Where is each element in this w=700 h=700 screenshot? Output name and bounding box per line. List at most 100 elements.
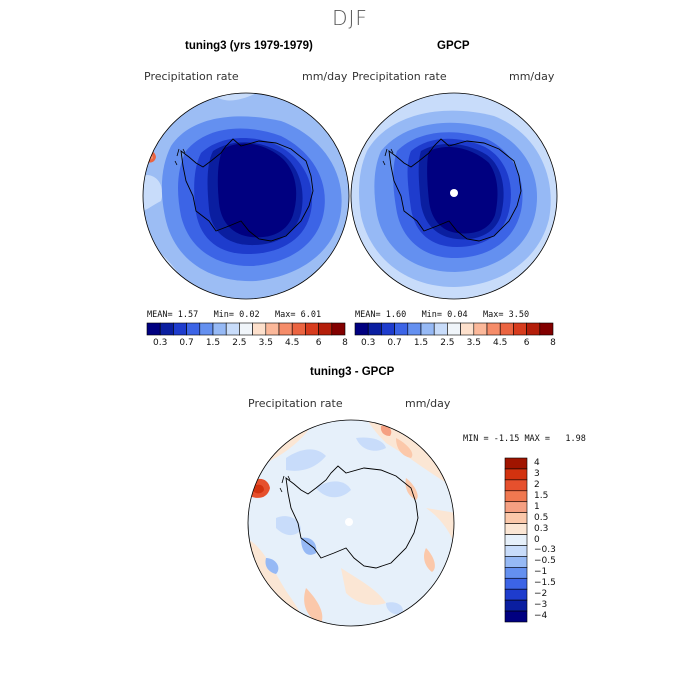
- obs-max-label: Max=: [483, 310, 504, 320]
- diff-panel-title: tuning3 - GPCP: [310, 366, 395, 378]
- obs-min-label: Min=: [421, 310, 443, 320]
- obs-colorbar-swatch: [526, 322, 541, 336]
- diff-colorbar-swatch: [504, 512, 528, 524]
- diff-colorbar-tick-label: 0: [534, 534, 540, 545]
- diff-pole-hole-marker: [345, 518, 353, 526]
- obs-precip-map: [350, 92, 558, 300]
- obs-colorbar-tick-label: 0.7: [387, 338, 402, 348]
- diff-colorbar-swatch: [504, 567, 528, 579]
- obs-colorbar-swatch: [381, 322, 395, 336]
- diff-colorbar-tick-label: −4: [534, 611, 548, 622]
- obs-min-value: 0.04: [447, 310, 468, 320]
- model-mean-value: 1.57: [177, 310, 199, 320]
- obs-colorbar-tick-label: 4.5: [493, 338, 508, 348]
- diff-colorbar-swatch: [504, 588, 528, 601]
- model-colorbar-swatch: [305, 322, 319, 336]
- model-colorbar-tick-label: 4.5: [285, 338, 300, 348]
- model-colorbar: [146, 322, 346, 336]
- model-colorbar-tick-label: 0.3: [153, 338, 168, 348]
- obs-colorbar-swatch: [433, 322, 448, 336]
- model-colorbar-tick-label: 0.7: [179, 338, 194, 348]
- diff-colorbar-tick-label: 0.3: [534, 523, 549, 534]
- model-mean-label: MEAN=: [147, 310, 173, 320]
- model-colorbar-tick-label: 3.5: [258, 338, 273, 348]
- diff-colorbar-swatch: [504, 457, 528, 470]
- diff-colorbar-tick-label: −2: [534, 589, 548, 600]
- diff-colorbar: [504, 457, 528, 623]
- diff-colorbar-swatch: [504, 490, 528, 503]
- model-units-label: mm/day: [302, 70, 348, 83]
- model-colorbar-swatch: [265, 322, 280, 336]
- diff-colorbar-tick-label: 1.5: [534, 490, 549, 501]
- obs-colorbar-swatch: [486, 322, 501, 336]
- obs-stats: MEAN= 1.60 Min= 0.04 Max= 3.50: [355, 310, 529, 320]
- model-colorbar-tick-label: 8: [342, 338, 348, 348]
- model-colorbar-swatch: [186, 322, 201, 336]
- model-colorbar-swatch: [318, 322, 333, 336]
- diff-precip-map: [247, 419, 455, 627]
- obs-colorbar-swatch: [473, 322, 488, 336]
- obs-colorbar-swatch: [513, 322, 527, 336]
- diff-colorbar-tick-label: 1: [534, 501, 540, 512]
- diff-colorbar-tick-label: 0.5: [534, 512, 549, 523]
- obs-colorbar-tick-label: 3.5: [466, 338, 481, 348]
- model-min-value: 0.02: [239, 310, 260, 320]
- model-max-label: Max=: [275, 310, 296, 320]
- obs-colorbar-swatch: [420, 322, 435, 336]
- diff-colorbar-swatch: [504, 479, 528, 492]
- diff-colorbar-tick-label: 3: [534, 468, 540, 479]
- model-colorbar-swatch: [159, 322, 174, 336]
- model-variable-label: Precipitation rate: [144, 70, 239, 83]
- model-colorbar-swatch: [199, 322, 214, 336]
- diff-colorbar-swatch: [504, 501, 528, 513]
- model-min-label: Min=: [213, 310, 235, 320]
- model-precip-map: [142, 92, 350, 300]
- obs-colorbar-swatch: [394, 322, 409, 336]
- diff-colorbar-tick-label: −3: [534, 600, 548, 611]
- obs-colorbar-swatch: [354, 322, 369, 336]
- pole-hole-marker: [450, 189, 458, 197]
- diff-colorbar-swatch: [504, 610, 528, 623]
- diff-max-value: 1.98: [565, 434, 586, 444]
- diff-variable-label: Precipitation rate: [248, 397, 343, 410]
- diff-colorbar-swatch: [504, 577, 528, 590]
- model-stats: MEAN= 1.57 Min= 0.02 Max= 6.01: [147, 310, 321, 320]
- model-panel-title: tuning3 (yrs 1979-1979): [185, 40, 313, 52]
- diff-stats: MIN = -1.15 MAX = 1.98: [463, 434, 586, 444]
- model-colorbar-swatch: [331, 322, 346, 336]
- obs-variable-label: Precipitation rate: [352, 70, 447, 83]
- diff-colorbar-swatch: [504, 545, 528, 557]
- obs-colorbar-tick-label: 2.5: [440, 338, 455, 348]
- obs-colorbar-tick-label: 6: [523, 338, 530, 348]
- model-colorbar-tick-label: 2.5: [232, 338, 247, 348]
- model-colorbar-swatch: [146, 322, 161, 336]
- obs-colorbar-tick-label: 1.5: [413, 338, 429, 348]
- obs-colorbar-swatch: [367, 322, 382, 336]
- diff-colorbar-swatch: [504, 599, 528, 612]
- model-colorbar-swatch: [252, 322, 267, 336]
- model-colorbar-swatch: [239, 322, 253, 336]
- model-max-value: 6.01: [300, 310, 322, 320]
- diff-units-label: mm/day: [405, 397, 451, 410]
- diff-colorbar-tick-label: 2: [534, 479, 540, 490]
- diff-colorbar-swatch: [504, 523, 528, 535]
- diff-colorbar-tick-label: −1: [534, 567, 548, 578]
- diff-colorbar-swatch: [504, 468, 528, 481]
- diff-colorbar-tick-label: −1.5: [534, 578, 556, 589]
- diff-colorbar-tick-label: −0.5: [534, 556, 556, 567]
- obs-colorbar-swatch: [460, 322, 475, 336]
- diff-max-label: MAX =: [524, 434, 551, 444]
- obs-colorbar-swatch: [539, 322, 554, 336]
- model-colorbar-tick-label: 6: [315, 338, 322, 348]
- diff-min-value: -1.15: [493, 434, 520, 444]
- obs-colorbar-tick-label: 0.3: [361, 338, 376, 348]
- diff-colorbar-swatch: [504, 534, 528, 546]
- diff-colorbar-tick-label: −0.3: [534, 545, 556, 556]
- obs-mean-label: MEAN=: [355, 310, 381, 320]
- diff-min-label: MIN =: [463, 434, 489, 444]
- model-colorbar-tick-label: 1.5: [205, 338, 221, 348]
- obs-colorbar-swatch: [407, 322, 422, 336]
- season-title: DJF: [332, 6, 368, 30]
- model-colorbar-swatch: [173, 322, 187, 336]
- obs-units-label: mm/day: [509, 70, 555, 83]
